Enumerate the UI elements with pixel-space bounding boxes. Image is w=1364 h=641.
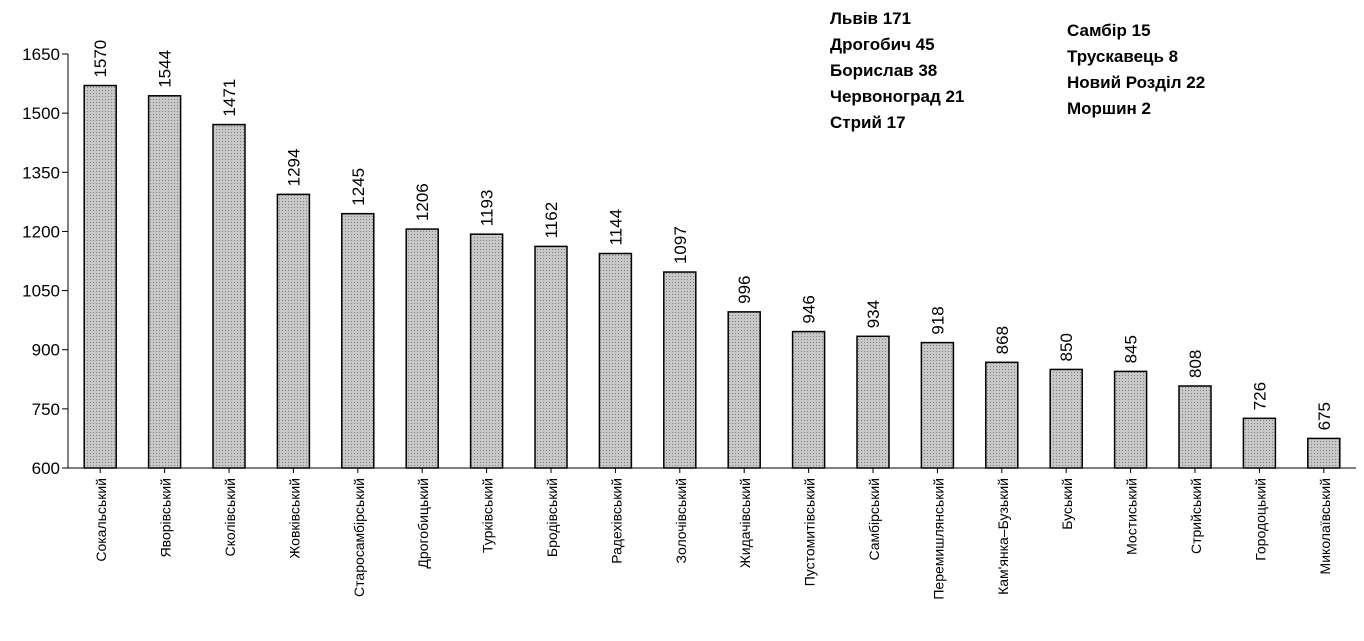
city-annotations-left: Львів 171 Дрогобич 45 Борислав 38 Червон… <box>830 6 964 136</box>
bar <box>276 193 311 469</box>
y-tick-label: 1200 <box>22 222 60 241</box>
x-tick-label: Яворівський <box>158 478 174 557</box>
x-tick-label: Буський <box>1059 478 1075 530</box>
x-tick-label: Перемишлянський <box>930 478 946 600</box>
bar-value-label: 1570 <box>91 40 110 78</box>
annotation-line: Самбір 15 <box>1067 21 1151 40</box>
x-tick-label: Бродівський <box>544 478 560 557</box>
x-tick-label: Кам'янка–Бузький <box>995 478 1011 595</box>
y-tick-label: 750 <box>32 400 60 419</box>
bar <box>83 84 117 469</box>
bar-value-label: 1193 <box>478 190 497 227</box>
annotation-line: Червоноград 21 <box>830 87 965 106</box>
bar-value-label: 675 <box>1315 402 1334 430</box>
x-tick-label: Миколаївський <box>1317 478 1333 574</box>
bar <box>856 335 890 469</box>
x-tick-label: Сокальський <box>93 478 109 562</box>
city-annotations-right: Самбір 15 Трускавець 8 Новий Розділ 22 М… <box>1067 18 1205 122</box>
annotation-line: Стрий 17 <box>830 113 906 132</box>
bar <box>212 123 246 469</box>
bar-value-label: 918 <box>928 306 947 334</box>
bar-value-label: 1544 <box>156 50 175 88</box>
annotation-line: Моршин 2 <box>1067 99 1151 118</box>
bar <box>727 311 761 469</box>
annotation-line: Борислав 38 <box>830 61 938 80</box>
bar-value-label: 946 <box>800 295 819 323</box>
bar <box>1049 368 1083 469</box>
x-tick-label: Пустомитівський <box>802 478 818 586</box>
bar-value-label: 850 <box>1057 333 1076 361</box>
x-tick-label: Старосамбірський <box>351 478 367 597</box>
y-tick-label: 1050 <box>22 282 60 301</box>
x-tick-label: Самбірський <box>866 478 882 561</box>
bar-value-label: 996 <box>735 275 754 303</box>
bar <box>985 361 1019 469</box>
annotation-line: Дрогобич 45 <box>830 35 935 54</box>
x-tick-label: Городоцький <box>1252 478 1268 561</box>
bar <box>920 341 955 469</box>
annotation-line: Новий Розділ 22 <box>1067 73 1206 92</box>
bar-value-label: 1097 <box>671 226 690 264</box>
bar-value-label: 1206 <box>413 183 432 221</box>
bar <box>534 245 568 469</box>
y-tick-label: 900 <box>32 341 60 360</box>
bar-value-label: 1144 <box>606 209 625 246</box>
y-tick-label: 1500 <box>22 104 60 123</box>
x-tick-label: Золочівський <box>673 478 689 563</box>
bar-value-label: 808 <box>1186 350 1205 378</box>
bar <box>598 252 633 469</box>
bar <box>791 330 826 469</box>
annotation-line: Трускавець 8 <box>1067 47 1179 66</box>
x-tick-label: Сколівський <box>222 478 238 557</box>
x-tick-label: Турківський <box>480 478 496 553</box>
bar <box>469 233 504 469</box>
bar-value-label: 726 <box>1250 382 1269 410</box>
bar-value-label: 845 <box>1122 335 1141 363</box>
x-tick-label: Радехівський <box>608 478 624 564</box>
bar <box>341 212 375 469</box>
bar <box>1113 370 1148 469</box>
x-tick-label: Жовківський <box>286 478 302 559</box>
annotation-line: Львів 171 <box>830 9 912 28</box>
bar <box>1178 385 1212 469</box>
y-tick-label: 1350 <box>22 163 60 182</box>
x-tick-label: Мостиський <box>1124 478 1140 555</box>
bar <box>147 95 182 469</box>
x-tick-label: Стрийський <box>1188 478 1204 554</box>
x-tick-label: Жидачівський <box>737 478 753 568</box>
bar <box>1242 417 1277 469</box>
bar-value-label: 1294 <box>284 149 303 187</box>
y-tick-label: 1650 <box>22 45 60 64</box>
bar-value-label: 868 <box>993 326 1012 354</box>
y-tick-label: 600 <box>32 459 60 478</box>
bar-value-label: 1162 <box>542 202 561 239</box>
bar <box>1307 437 1341 469</box>
bar <box>405 228 439 469</box>
x-tick-label: Дрогобицький <box>415 478 431 569</box>
bar-value-label: 1471 <box>220 79 239 117</box>
bar <box>663 271 697 469</box>
bar-value-label: 934 <box>864 300 883 328</box>
bar-value-label: 1245 <box>349 168 368 206</box>
